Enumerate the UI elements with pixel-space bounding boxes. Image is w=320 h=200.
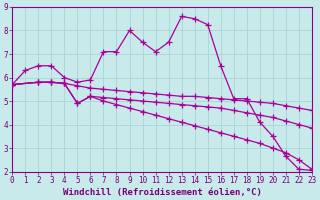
X-axis label: Windchill (Refroidissement éolien,°C): Windchill (Refroidissement éolien,°C) [63,188,261,197]
